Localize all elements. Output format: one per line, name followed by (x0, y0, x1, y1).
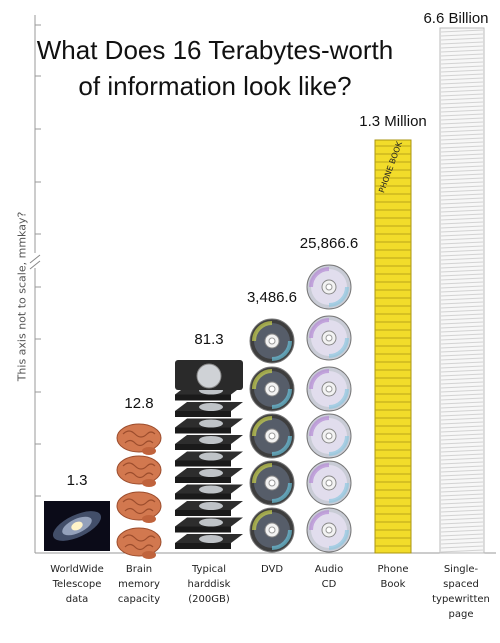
axis-break-mark (29, 260, 41, 270)
data-label-0: 1.3 (66, 472, 88, 489)
category-label-2: Typical harddisk (200GB) (187, 564, 231, 605)
data-label-3: 3,486.6 (246, 289, 298, 306)
category-label-4: Audio CD (314, 564, 344, 590)
bar-brain (116, 423, 162, 559)
axis-break-mark (29, 254, 41, 264)
bar-harddisk (175, 360, 243, 549)
data-label-2: 81.3 (194, 331, 224, 348)
bar-cd (306, 264, 352, 553)
category-label-5: Phone Book (377, 564, 409, 590)
chart-title-line-2: of information look like? (78, 71, 352, 101)
bar-paper-page (439, 27, 485, 554)
category-label-1: Brain memory capacity (117, 564, 161, 605)
bar-phone-book: PHONE BOOK (374, 139, 412, 554)
y-axis-label: This axis not to scale, mmkay? (15, 211, 29, 382)
data-label-4: 25,866.6 (299, 235, 359, 252)
category-label-0: WorldWide Telescope data (50, 564, 104, 605)
bar-dvd (249, 318, 295, 553)
data-label-1: 12.8 (124, 395, 154, 412)
category-label-3: DVD (260, 564, 284, 575)
chart-title-line-1: What Does 16 Terabytes-worth (36, 35, 394, 65)
category-label-6: Single- spaced typewritten page (432, 564, 490, 620)
data-label-5: 1.3 Million (359, 113, 427, 130)
bar-galaxy (44, 501, 110, 551)
data-label-6: 6.6 Billion (423, 10, 489, 27)
